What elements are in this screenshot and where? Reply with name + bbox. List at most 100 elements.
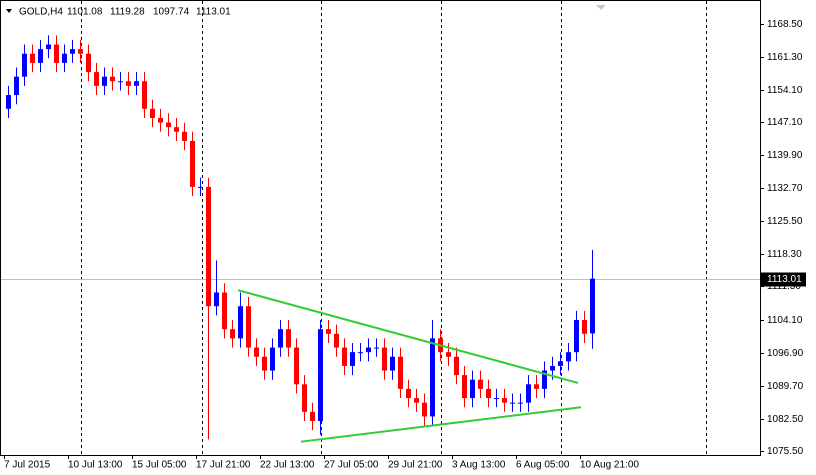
candle-body: [494, 398, 499, 400]
candle-body: [174, 127, 179, 132]
y-tick-label: 1118.30: [767, 249, 802, 260]
candle-body: [102, 76, 107, 86]
candle-body: [422, 402, 427, 417]
candle-body: [534, 384, 539, 389]
candle-body: [478, 379, 483, 389]
candle-body: [238, 306, 243, 339]
candle-body: [46, 44, 51, 50]
candle-body: [390, 356, 395, 371]
candle-body: [278, 329, 283, 348]
candle-body: [462, 375, 467, 399]
candle-body: [206, 186, 211, 307]
candle-body: [326, 329, 331, 334]
candle-body: [502, 398, 507, 403]
candle-body: [374, 347, 379, 349]
candle-body: [334, 333, 339, 348]
x-tick-label: 3 Aug 13:00: [452, 460, 506, 471]
y-tick-label: 1125.50: [767, 216, 803, 227]
candle-body: [406, 388, 411, 399]
candle-body: [454, 356, 459, 376]
candle-body: [566, 352, 571, 362]
candle-body: [62, 53, 67, 63]
x-tick-label: 22 Jul 13:00: [260, 460, 315, 471]
last-price-label: 1113.01: [767, 274, 802, 285]
candle-body: [54, 44, 59, 63]
scroll-marker: [596, 5, 606, 10]
candle-body: [14, 76, 19, 96]
x-tick-label: 15 Jul 05:00: [132, 460, 187, 471]
candle-body: [22, 53, 27, 77]
x-tick-label: 6 Aug 05:00: [516, 460, 570, 471]
candle-body: [158, 117, 163, 123]
candle-body: [446, 352, 451, 357]
y-tick-label: 1154.10: [767, 85, 803, 96]
candle-body: [246, 306, 251, 348]
y-tick-label: 1104.10: [767, 315, 803, 326]
candle-body: [262, 356, 267, 371]
candle-body: [590, 278, 595, 334]
y-tick-label: 1147.10: [767, 117, 803, 128]
candle-body: [310, 411, 315, 422]
candle-body: [78, 49, 83, 54]
y-tick-label: 1075.50: [767, 446, 804, 457]
candle-body: [222, 292, 227, 330]
header-low: 1097.74: [153, 7, 190, 18]
candle-body: [302, 384, 307, 412]
y-tick-label: 1161.30: [767, 52, 803, 63]
candle-body: [430, 338, 435, 417]
candle-body: [414, 398, 419, 403]
symbol-title: GOLD,H4: [19, 7, 63, 18]
candle-body: [142, 81, 147, 109]
y-tick-label: 1089.70: [767, 381, 804, 392]
candle-body: [366, 347, 371, 353]
candle-body: [126, 81, 131, 86]
candle-body: [286, 329, 291, 348]
candle-body: [70, 49, 75, 54]
candle-body: [118, 81, 123, 83]
candle-body: [342, 347, 347, 366]
trendline: [237, 289, 579, 384]
candle-body: [550, 365, 555, 371]
y-tick-label: 1096.90: [767, 348, 804, 359]
candle-body: [150, 108, 155, 118]
y-tick-label: 1139.90: [767, 150, 803, 161]
candle-body: [294, 347, 299, 385]
y-tick-label: 1082.50: [767, 414, 804, 425]
candle-body: [470, 379, 475, 399]
x-tick-label: 7 Jul 2015: [4, 460, 51, 471]
menu-arrow[interactable]: [6, 9, 12, 13]
candle-body: [38, 49, 43, 63]
header-close: 1113.01: [196, 7, 231, 18]
candle-body: [198, 186, 203, 188]
x-tick-label: 10 Aug 21:00: [580, 460, 639, 471]
candle-body: [230, 329, 235, 339]
x-tick-label: 17 Jul 21:00: [196, 460, 251, 471]
candle-body: [526, 384, 531, 403]
header-open: 1101.08: [67, 7, 103, 18]
candle-body: [582, 320, 587, 334]
candle-body: [382, 347, 387, 371]
candle-body: [318, 329, 323, 422]
candle-body: [398, 356, 403, 389]
plot-frame: [0, 0, 761, 456]
trendline: [300, 406, 582, 443]
candle-body: [166, 122, 171, 128]
x-tick-label: 10 Jul 13:00: [68, 460, 123, 471]
candle-body: [350, 352, 355, 366]
x-tick-label: 27 Jul 05:00: [324, 460, 379, 471]
candle-body: [6, 95, 11, 109]
candle-body: [270, 347, 275, 371]
candle-body: [510, 402, 515, 404]
candle-body: [190, 140, 195, 187]
candle-body: [558, 361, 563, 366]
candle-body: [30, 53, 35, 63]
y-tick-label: 1168.50: [767, 19, 803, 30]
candle-body: [110, 76, 115, 82]
candle-body: [182, 131, 187, 141]
candle-body: [214, 292, 219, 307]
candle-body: [542, 370, 547, 389]
x-tick-label: 29 Jul 21:00: [388, 460, 443, 471]
last-price-box: [760, 272, 806, 287]
